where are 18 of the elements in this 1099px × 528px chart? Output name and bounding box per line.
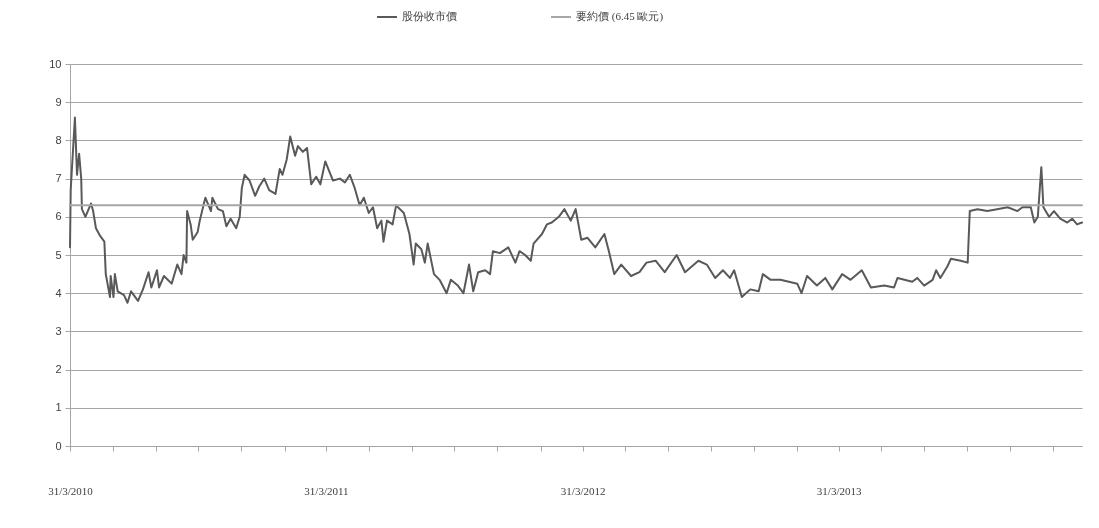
x-tick-label: 31/3/2010	[48, 484, 94, 497]
y-tick-label: 7	[55, 172, 62, 185]
y-tick-label: 4	[55, 286, 62, 299]
y-tick-label: 8	[55, 133, 62, 146]
x-tick-label: 31/3/2013	[816, 484, 862, 497]
y-tick-label: 9	[55, 95, 62, 108]
y-tick-label: 0	[55, 439, 62, 452]
x-tick-label: 31/3/2012	[560, 484, 606, 497]
y-tick-label: 1	[55, 401, 62, 414]
line-series	[69, 116, 1083, 304]
y-tick-label: 10	[49, 57, 62, 70]
y-tick-label: 3	[55, 324, 62, 337]
y-tick-label: 6	[55, 210, 62, 223]
y-tick-label: 2	[55, 363, 62, 376]
y-tick-label: 5	[55, 248, 62, 261]
legend-label: 要約價 (6.45 歐元)	[576, 10, 664, 23]
x-tick-label: 31/3/2011	[304, 484, 349, 497]
legend-label: 股份收市價	[402, 10, 457, 22]
